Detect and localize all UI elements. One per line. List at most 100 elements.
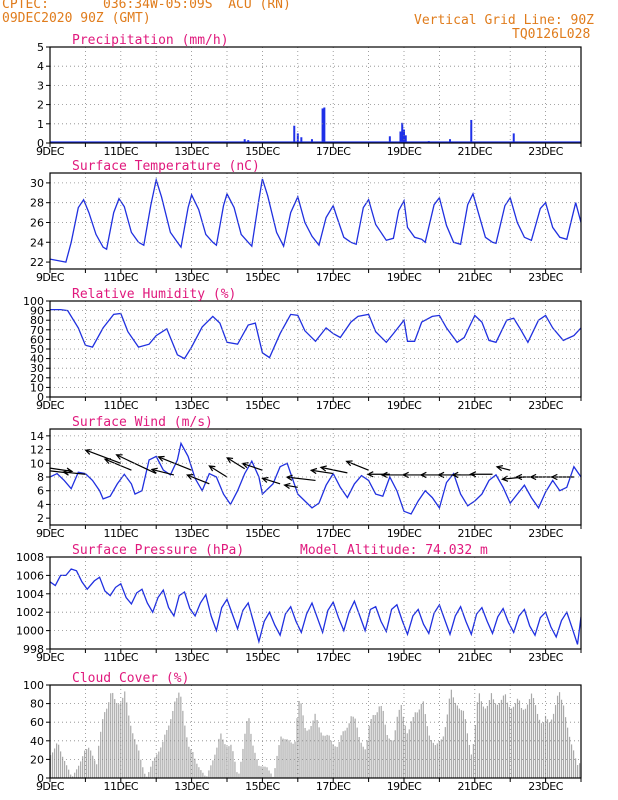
panel-frame xyxy=(49,300,582,398)
cloud-bar xyxy=(328,735,330,778)
panel-0-data xyxy=(50,107,581,143)
cloud-bar xyxy=(526,704,529,778)
x-tick-label: 9DEC xyxy=(36,271,65,284)
cloud-bar xyxy=(312,720,314,778)
y-tick-label: 2 xyxy=(37,512,44,525)
cloud-bar xyxy=(104,712,106,778)
x-tick-label: 19DEC xyxy=(387,271,422,284)
cloud-bar xyxy=(318,727,320,778)
wind-arrowhead xyxy=(84,448,92,455)
panel-frame xyxy=(49,556,582,650)
header-source: CPTEC: xyxy=(2,0,49,12)
cloud-bar xyxy=(270,773,272,778)
y-tick-label: 20 xyxy=(30,372,44,385)
cloud-bar xyxy=(324,735,326,778)
cloud-bar xyxy=(248,718,250,778)
wind-arrowhead xyxy=(309,467,318,475)
wind-arrowhead xyxy=(157,455,165,462)
cloud-bar xyxy=(294,741,296,778)
x-tick-label: 11DEC xyxy=(103,651,138,664)
cloud-bar xyxy=(166,730,168,778)
cloud-bar xyxy=(520,707,523,778)
x-tick-label: 9DEC xyxy=(36,780,65,793)
precip-bar xyxy=(404,135,407,143)
x-tick-label: 13DEC xyxy=(174,651,209,664)
panel-frame xyxy=(49,428,582,526)
x-tick-label: 9DEC xyxy=(36,651,65,664)
cloud-bar xyxy=(218,738,220,778)
cloud-bar xyxy=(456,705,458,778)
cloud-bar xyxy=(462,710,464,778)
x-tick-label: 15DEC xyxy=(245,527,280,540)
cloud-bar xyxy=(140,759,142,778)
wind-arrowhead xyxy=(451,471,459,479)
cloud-bar xyxy=(172,710,174,778)
cloud-bar xyxy=(190,749,192,778)
cloud-bar xyxy=(138,750,140,778)
y-tick-label: 0 xyxy=(37,391,44,404)
cloud-bar xyxy=(446,714,448,778)
cloud-bar xyxy=(78,765,80,778)
cloud-bar xyxy=(512,706,515,778)
cloud-bar xyxy=(346,727,348,778)
x-tick-label: 19DEC xyxy=(387,651,422,664)
cloud-bar xyxy=(574,758,577,778)
cloud-bar xyxy=(392,740,394,778)
panel-title: Surface Wind (m/s) xyxy=(72,415,213,430)
y-tick-label: 8 xyxy=(37,471,44,484)
cloud-bar xyxy=(376,712,378,778)
cloud-bar xyxy=(326,734,328,778)
precip-bar xyxy=(300,137,303,143)
x-tick-label: 11DEC xyxy=(103,399,138,412)
x-tick-label: 11DEC xyxy=(103,145,138,158)
x-tick-label: 9DEC xyxy=(36,145,65,158)
cloud-bar xyxy=(544,715,547,778)
x-tick-label: 15DEC xyxy=(245,271,280,284)
cloud-bar xyxy=(246,721,248,778)
wind-vector xyxy=(104,458,132,471)
y-tick-label: 40 xyxy=(30,353,44,366)
precip-bar xyxy=(321,108,324,143)
x-tick-label: 15DEC xyxy=(245,145,280,158)
cloud-bar xyxy=(194,758,196,778)
cloud-bar xyxy=(94,760,96,778)
panel-3-data xyxy=(50,441,581,515)
cloud-bar xyxy=(84,750,86,778)
cloud-bar xyxy=(514,703,517,778)
wind-vector xyxy=(242,462,263,471)
y-tick-label: 6 xyxy=(37,485,44,498)
cloud-bar xyxy=(504,694,507,778)
cloud-bar xyxy=(90,750,92,778)
cloud-bar xyxy=(204,775,206,778)
cloud-bar xyxy=(412,716,414,778)
y-tick-label: 4 xyxy=(37,498,44,511)
cloud-bar xyxy=(260,766,262,778)
cloud-bar xyxy=(388,738,390,778)
y-tick-label: 1004 xyxy=(16,588,44,601)
cloud-bar xyxy=(350,716,352,778)
y-tick-label: 4 xyxy=(37,60,44,73)
x-tick-label: 15DEC xyxy=(245,651,280,664)
cloud-bar xyxy=(316,719,318,778)
wind-vector xyxy=(187,474,210,485)
cloud-bar xyxy=(342,731,344,778)
y-tick-label: 40 xyxy=(30,735,44,748)
cloud-bar xyxy=(80,761,82,778)
wind-vector xyxy=(158,456,192,471)
cloud-bar xyxy=(434,745,436,778)
panel-5: 0 20 40 60 80 100 9DEC 11DEC 13DEC 15DEC 17DEC 19DE… xyxy=(23,671,582,793)
cloud-bar xyxy=(202,772,204,778)
cloud-bar xyxy=(364,749,366,778)
cloud-bar xyxy=(570,744,573,778)
cloud-bar xyxy=(206,776,208,778)
cloud-bar xyxy=(558,692,561,778)
x-tick-label: 15DEC xyxy=(245,399,280,412)
cloud-bar xyxy=(76,769,78,778)
wind-arrowhead xyxy=(469,471,477,478)
cloud-bar xyxy=(358,737,360,778)
wind-vector xyxy=(85,449,122,464)
wind-arrowhead xyxy=(380,471,388,479)
cloud-bar xyxy=(468,744,470,778)
x-tick-label: 21DEC xyxy=(457,780,492,793)
cloud-bar xyxy=(264,766,266,778)
